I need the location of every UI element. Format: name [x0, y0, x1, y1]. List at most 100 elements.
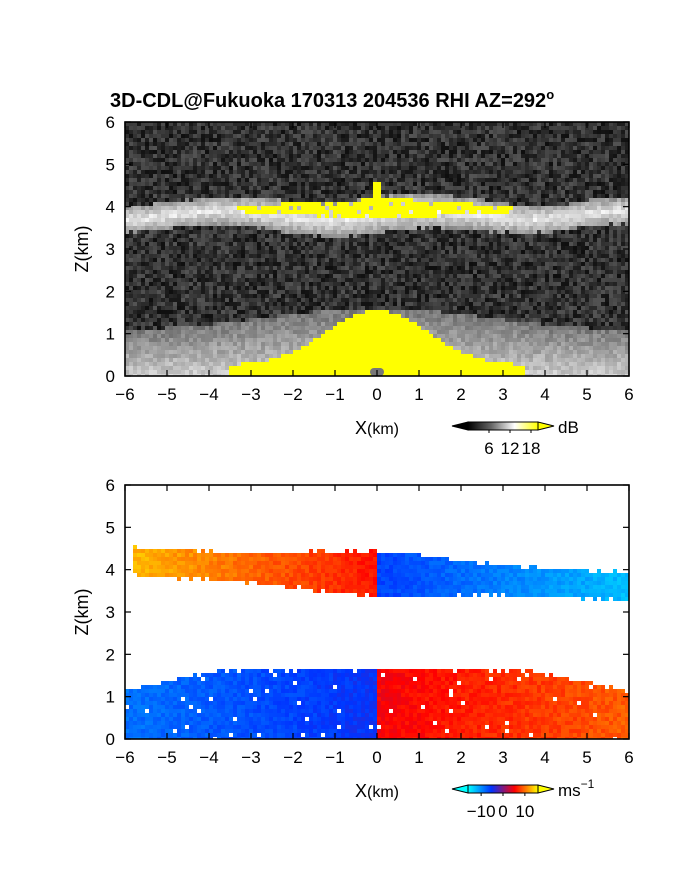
- intensity-cell: [405, 138, 409, 142]
- intensity-cell: [273, 170, 277, 174]
- intensity-cell: [549, 230, 553, 234]
- intensity-cell: [345, 274, 349, 278]
- intensity-cell: [505, 194, 509, 198]
- intensity-cell: [489, 158, 493, 162]
- intensity-cell: [273, 242, 277, 246]
- intensity-cell: [529, 174, 533, 178]
- intensity-cell: [261, 182, 265, 186]
- intensity-cell: [385, 250, 389, 254]
- intensity-cell: [625, 206, 629, 210]
- intensity-cell: [177, 234, 181, 238]
- intensity-cell: [457, 210, 461, 214]
- intensity-cell: [225, 154, 229, 158]
- intensity-cell: [381, 122, 385, 126]
- intensity-cell: [589, 210, 593, 214]
- intensity-cell: [381, 170, 385, 174]
- intensity-cell: [609, 150, 613, 154]
- intensity-cell: [589, 202, 593, 206]
- intensity-cell: [241, 266, 245, 270]
- intensity-cell: [481, 170, 485, 174]
- intensity-cell: [417, 234, 421, 238]
- intensity-cell: [513, 250, 517, 254]
- intensity-cell: [621, 202, 625, 206]
- intensity-cell: [341, 134, 345, 138]
- intensity-cell: [553, 182, 557, 186]
- intensity-cell: [425, 194, 429, 198]
- intensity-cell: [533, 178, 537, 182]
- intensity-cell: [353, 122, 357, 126]
- intensity-cell: [265, 262, 269, 266]
- intensity-cell: [217, 214, 221, 218]
- intensity-cell: [505, 150, 509, 154]
- intensity-cell: [425, 206, 429, 210]
- intensity-cell: [517, 206, 521, 210]
- intensity-cell: [301, 266, 305, 270]
- intensity-cell: [313, 242, 317, 246]
- intensity-cell: [465, 234, 469, 238]
- intensity-cell: [485, 162, 489, 166]
- intensity-cell: [137, 134, 141, 138]
- intensity-cell: [333, 274, 337, 278]
- intensity-cell: [529, 254, 533, 258]
- intensity-cell: [593, 202, 597, 206]
- intensity-cell: [261, 194, 265, 198]
- intensity-cell: [225, 218, 229, 222]
- intensity-cell: [261, 242, 265, 246]
- intensity-cell: [241, 138, 245, 142]
- intensity-cell: [269, 142, 273, 146]
- intensity-cell: [133, 206, 137, 210]
- intensity-cell: [465, 246, 469, 250]
- intensity-cell: [457, 218, 461, 222]
- intensity-cell: [233, 242, 237, 246]
- intensity-cell: [553, 130, 557, 134]
- intensity-cell: [309, 146, 313, 150]
- intensity-cell: [165, 246, 169, 250]
- intensity-cell: [141, 158, 145, 162]
- intensity-cell: [265, 146, 269, 150]
- intensity-cell: [133, 182, 137, 186]
- intensity-cell: [181, 210, 185, 214]
- intensity-cell: [209, 162, 213, 166]
- intensity-cell: [349, 222, 353, 226]
- intensity-cell: [473, 170, 477, 174]
- intensity-cell: [609, 170, 613, 174]
- intensity-cell: [513, 186, 517, 190]
- intensity-cell: [221, 234, 225, 238]
- intensity-cell: [189, 122, 193, 126]
- intensity-cell: [273, 166, 277, 170]
- intensity-cell: [289, 130, 293, 134]
- intensity-cell: [517, 230, 521, 234]
- intensity-cell: [345, 194, 349, 198]
- intensity-cell: [617, 170, 621, 174]
- intensity-cell: [417, 250, 421, 254]
- intensity-cell: [257, 266, 261, 270]
- intensity-cell: [605, 190, 609, 194]
- intensity-cell: [497, 166, 501, 170]
- intensity-cell: [549, 182, 553, 186]
- intensity-cell: [293, 246, 297, 250]
- intensity-cell: [365, 174, 369, 178]
- intensity-cell: [233, 158, 237, 162]
- intensity-cell: [505, 250, 509, 254]
- intensity-cell: [341, 278, 345, 282]
- intensity-cell: [433, 270, 437, 274]
- intensity-cell: [421, 174, 425, 178]
- intensity-cell: [385, 186, 389, 190]
- intensity-cell: [385, 214, 389, 218]
- intensity-cell: [445, 166, 449, 170]
- intensity-cell: [217, 146, 221, 150]
- intensity-cell: [617, 222, 621, 226]
- intensity-cell: [229, 134, 233, 138]
- intensity-cell: [353, 222, 357, 226]
- intensity-cell: [605, 270, 609, 274]
- intensity-cell: [209, 206, 213, 210]
- intensity-cell: [433, 190, 437, 194]
- intensity-cell: [353, 266, 357, 270]
- intensity-cell: [149, 242, 153, 246]
- intensity-cell: [169, 222, 173, 226]
- intensity-cell: [589, 218, 593, 222]
- intensity-cell: [253, 254, 257, 258]
- intensity-cell: [325, 266, 329, 270]
- intensity-cell: [617, 186, 621, 190]
- intensity-cell: [233, 142, 237, 146]
